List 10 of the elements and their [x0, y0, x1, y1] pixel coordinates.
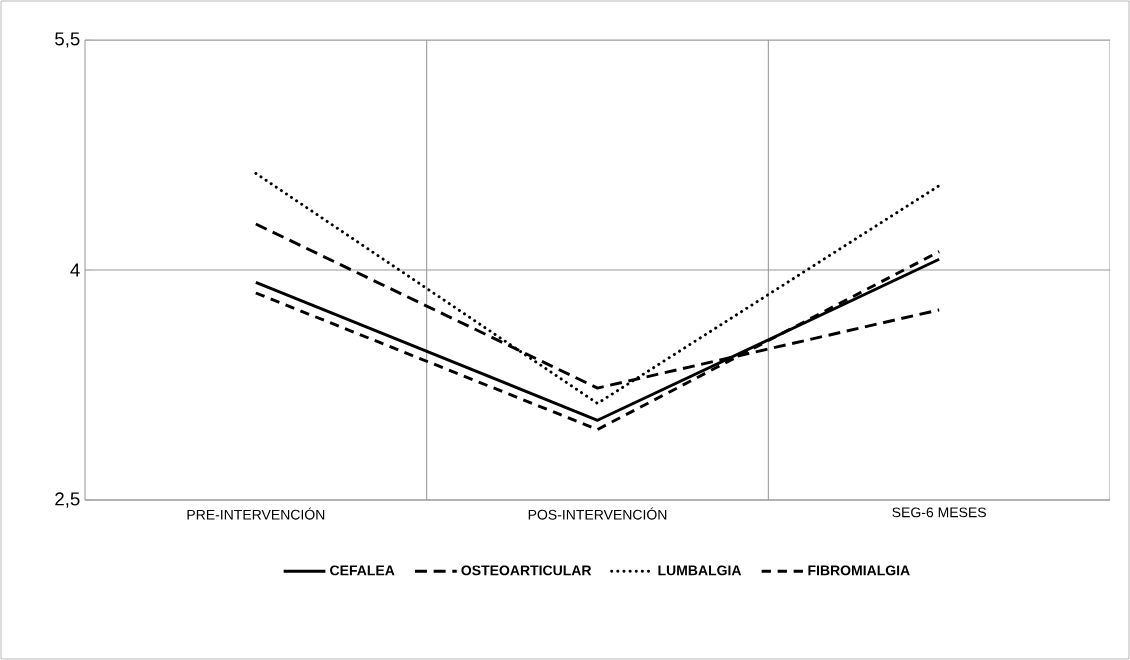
legend-label: LUMBALGIA: [658, 565, 742, 576]
x-tick-label: POS-INTERVENCIÓN: [528, 507, 667, 520]
x-tick-label: PRE-INTERVENCIÓN: [187, 507, 325, 520]
legend-label: FIBROMIALGIA: [808, 565, 910, 576]
y-tick-label: 4: [70, 263, 80, 277]
legend-label: OSTEOARTICULAR: [461, 565, 592, 576]
y-tick-label: 2,5: [55, 492, 80, 508]
x-tick-label: SEG-6 MESES: [892, 507, 986, 518]
legend-label: CEFALEA: [330, 565, 395, 576]
y-tick-label: 5,5: [55, 32, 80, 48]
